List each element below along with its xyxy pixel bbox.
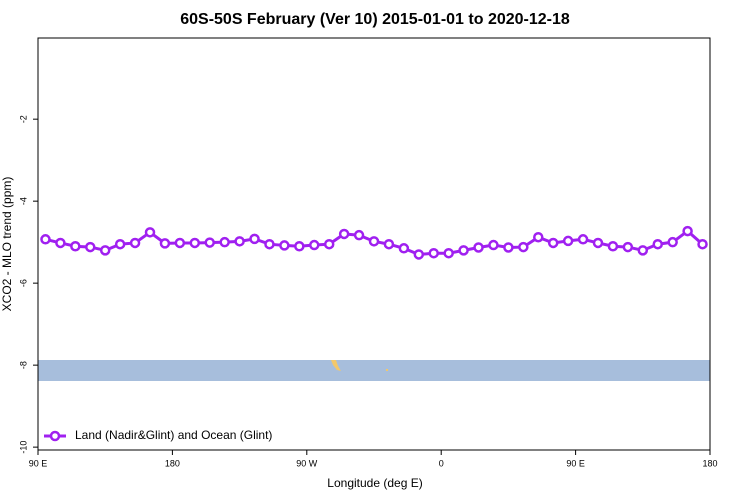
y-tick-label: -6 — [18, 279, 28, 287]
point — [607, 241, 619, 252]
x-axis-label: Longitude (deg E) — [327, 476, 422, 490]
point — [413, 249, 425, 260]
point — [533, 231, 544, 243]
y-tick-label: -4 — [18, 197, 28, 205]
point — [294, 241, 305, 252]
point — [279, 240, 290, 251]
point — [562, 235, 574, 247]
point — [189, 237, 201, 249]
point — [174, 237, 186, 249]
point — [428, 247, 439, 259]
x-tick-label: 90 E — [566, 458, 585, 468]
point — [249, 233, 260, 245]
point — [114, 238, 126, 250]
point — [443, 247, 454, 259]
point — [592, 237, 604, 249]
y-tick-label: -2 — [18, 115, 28, 123]
point — [682, 225, 693, 237]
point — [622, 241, 634, 253]
point — [55, 237, 66, 249]
point — [398, 243, 410, 254]
x-tick-label: 180 — [165, 458, 180, 468]
point — [518, 241, 529, 253]
point — [473, 242, 484, 253]
point — [458, 245, 469, 256]
point — [309, 239, 320, 251]
point — [204, 237, 215, 248]
point — [577, 234, 589, 245]
chart-title: 60S-50S February (Ver 10) 2015-01-01 to … — [180, 11, 570, 28]
point — [159, 238, 171, 249]
point — [667, 236, 678, 248]
x-tick-label: 90 E — [29, 458, 48, 468]
legend-label: Land (Nadir&Glint) and Ocean (Glint) — [75, 428, 272, 442]
y-axis-label: XCO2 - MLO trend (ppm) — [0, 177, 14, 312]
point — [652, 238, 663, 250]
point — [383, 238, 395, 250]
map-band — [38, 360, 710, 381]
point — [99, 245, 111, 256]
x-tick-label: 90 W — [296, 458, 318, 468]
point — [85, 241, 96, 253]
point — [144, 227, 156, 238]
plot-frame — [37, 37, 711, 451]
point — [368, 236, 380, 247]
point — [488, 239, 499, 251]
point — [264, 238, 275, 250]
legend-marker — [49, 430, 61, 442]
x-tick-label: 180 — [702, 458, 717, 468]
point — [353, 229, 365, 241]
point — [637, 245, 649, 256]
y-tick-label: -8 — [18, 361, 28, 369]
point — [547, 237, 559, 249]
point — [697, 238, 708, 250]
point — [323, 238, 335, 250]
point — [234, 236, 245, 247]
point — [503, 242, 514, 253]
point — [40, 234, 51, 245]
point — [219, 236, 230, 248]
point — [338, 228, 350, 240]
point — [70, 241, 81, 252]
point — [129, 237, 141, 249]
x-tick-label: 0 — [439, 458, 444, 468]
y-tick-label: -10 — [18, 441, 28, 454]
